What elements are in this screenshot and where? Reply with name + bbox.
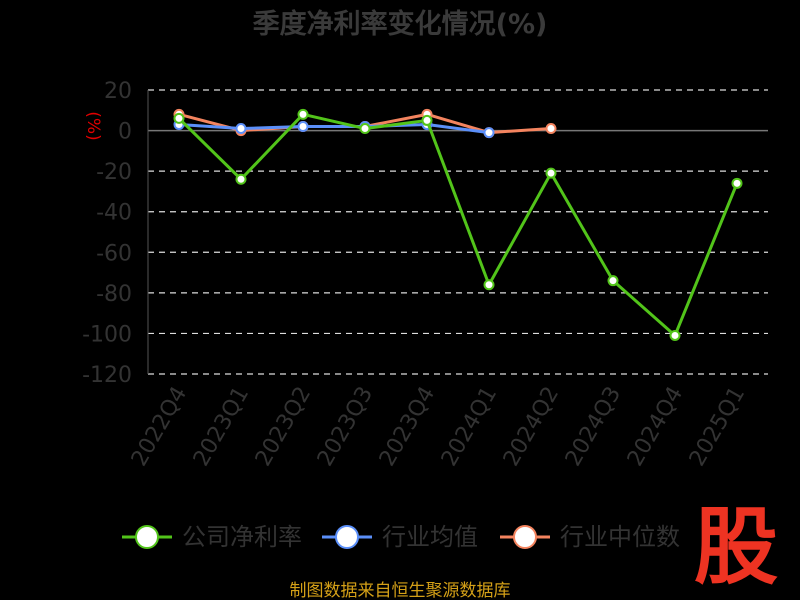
data-point (235, 173, 247, 185)
data-point (235, 123, 247, 135)
y-tick-label: -120 (82, 363, 132, 388)
legend-marker (513, 525, 537, 549)
data-point (731, 177, 743, 189)
data-point (669, 329, 681, 341)
data-point (483, 279, 495, 291)
x-tick-label: 2024Q4 (623, 383, 688, 471)
x-axis-ticks: 2022Q42023Q12023Q22023Q32023Q42024Q12024… (127, 383, 750, 471)
x-tick-label: 2023Q1 (189, 383, 254, 471)
series-line (177, 112, 739, 337)
data-point (359, 123, 371, 135)
data-point (545, 167, 557, 179)
x-tick-label: 2023Q2 (251, 383, 316, 471)
series-group (173, 108, 743, 341)
y-tick-label: -80 (96, 282, 132, 307)
y-tick-label: -20 (96, 160, 132, 185)
data-point (483, 127, 495, 139)
x-tick-label: 2022Q4 (127, 383, 192, 471)
data-point (421, 114, 433, 126)
series-公司净利率 (173, 108, 743, 341)
y-tick-label: -40 (96, 201, 132, 226)
chart-title: 季度净利率变化情况(%) (253, 8, 548, 40)
y-tick-label: -100 (82, 322, 132, 347)
legend-item: 公司净利率 (122, 523, 302, 551)
x-tick-label: 2023Q4 (375, 383, 440, 471)
legend-label: 行业均值 (382, 523, 478, 551)
source-footer: 制图数据来自恒生聚源数据库 (290, 581, 511, 600)
y-axis-ticks: 20 0 -20 -40 -60 -80 -100 -120 (82, 79, 132, 388)
y-axis-unit: (%) (83, 111, 103, 140)
x-tick-label: 2023Q3 (313, 383, 378, 471)
x-tick-label: 2024Q3 (561, 383, 626, 471)
y-tick-label: -60 (96, 241, 132, 266)
legend-marker (135, 525, 159, 549)
logo-mark: 股 (694, 498, 778, 596)
data-point (297, 121, 309, 133)
legend-item: 行业中位数 (500, 523, 680, 551)
data-point (545, 123, 557, 135)
series-line (178, 122, 490, 135)
legend-label: 公司净利率 (182, 523, 302, 551)
legend-marker (335, 525, 359, 549)
legend: 公司净利率 行业均值 行业中位数 (122, 523, 680, 551)
y-tick-label: 0 (118, 120, 132, 145)
data-point (297, 108, 309, 120)
y-tick-label: 20 (104, 79, 132, 104)
data-point (607, 275, 619, 287)
data-point (173, 112, 185, 124)
legend-label: 行业中位数 (560, 523, 680, 551)
x-tick-label: 2025Q1 (685, 383, 750, 471)
legend-item: 行业均值 (322, 523, 478, 551)
x-tick-label: 2024Q1 (437, 383, 502, 471)
x-tick-label: 2024Q2 (499, 383, 564, 471)
